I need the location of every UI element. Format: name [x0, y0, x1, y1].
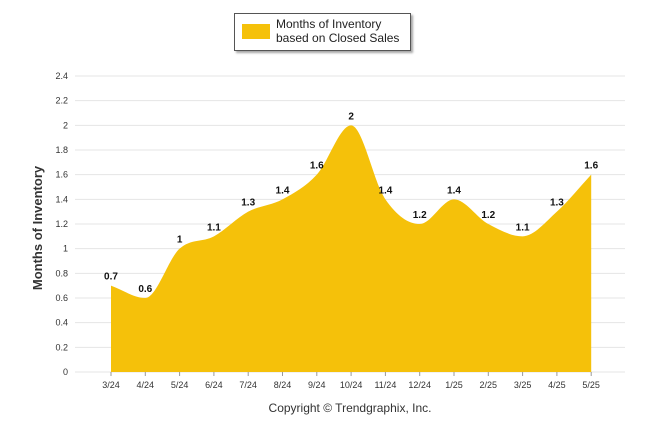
- series-area: [111, 125, 592, 372]
- data-point[interactable]: [485, 221, 491, 227]
- data-label: 1.4: [447, 185, 461, 196]
- data-label: 1.3: [241, 198, 255, 209]
- x-tick-label: 1/25: [445, 380, 463, 390]
- data-label: 1.6: [584, 161, 598, 172]
- y-tick-label: 0.4: [55, 318, 68, 328]
- y-tick-label: 1.2: [55, 219, 68, 229]
- y-tick-label: 1: [63, 244, 68, 254]
- x-tick-label: 11/24: [374, 380, 396, 390]
- x-tick-label: 5/24: [171, 380, 189, 390]
- data-point[interactable]: [314, 172, 320, 178]
- series-area-group: [111, 125, 592, 372]
- x-tick-label: 3/25: [514, 380, 532, 390]
- y-tick-label: 2: [63, 120, 68, 130]
- y-tick-label: 0: [63, 367, 68, 377]
- data-labels: 0.7 0.6 1 1.1 1.3 1.4 1.6 2 1.4 1.2 1.4 1.2 1.1 1.3 1.…: [104, 111, 599, 301]
- y-tick-label: 1.4: [55, 194, 68, 204]
- y-axis-label: Months of Inventory: [30, 165, 45, 290]
- x-tick-label: 5/25: [582, 380, 600, 390]
- data-point[interactable]: [348, 122, 354, 128]
- data-point[interactable]: [554, 209, 560, 215]
- data-point[interactable]: [245, 209, 251, 215]
- y-tick-label: 1.8: [55, 145, 68, 155]
- data-label: 2: [348, 111, 354, 122]
- y-tick-labels: 0 0.2 0.4 0.6 0.8 1 1.2 1.4 1.6 1.8 2 2.2 2.4: [55, 71, 68, 377]
- data-point[interactable]: [417, 221, 423, 227]
- y-tick-label: 2.4: [55, 71, 68, 81]
- legend-label: Months of Inventory based on Closed Sale…: [276, 17, 400, 45]
- data-label: 1.3: [550, 198, 564, 209]
- x-tick-label: 8/24: [274, 380, 292, 390]
- data-label: 1.6: [310, 161, 324, 172]
- x-tick-label: 9/24: [308, 380, 326, 390]
- x-tick-labels: 3/24 4/24 5/24 6/24 7/24 8/24 9/24 10/24 11/24 12…: [102, 372, 600, 390]
- data-point[interactable]: [280, 196, 286, 202]
- data-point[interactable]: [588, 172, 594, 178]
- data-point[interactable]: [177, 246, 183, 252]
- x-tick-label: 10/24: [340, 380, 363, 390]
- data-label: 1.4: [378, 185, 392, 196]
- x-tick-label: 4/24: [137, 380, 155, 390]
- legend[interactable]: Months of Inventory based on Closed Sale…: [234, 13, 411, 51]
- x-tick-label: 12/24: [408, 380, 431, 390]
- legend-swatch: [242, 24, 270, 39]
- y-tick-label: 0.8: [55, 268, 68, 278]
- data-point[interactable]: [211, 233, 217, 239]
- data-point[interactable]: [451, 196, 457, 202]
- x-tick-label: 6/24: [205, 380, 223, 390]
- y-tick-label: 0.6: [55, 293, 68, 303]
- data-point[interactable]: [108, 283, 114, 289]
- data-label: 0.6: [138, 284, 152, 295]
- y-tick-label: 0.2: [55, 342, 68, 352]
- data-label: 1: [177, 235, 183, 246]
- data-point[interactable]: [520, 233, 526, 239]
- copyright-text: Copyright © Trendgraphix, Inc.: [268, 401, 432, 415]
- data-label: 0.7: [104, 272, 118, 283]
- y-tick-label: 1.6: [55, 170, 68, 180]
- x-tick-label: 2/25: [480, 380, 498, 390]
- x-tick-label: 7/24: [239, 380, 257, 390]
- data-label: 1.1: [207, 222, 221, 233]
- data-label: 1.4: [276, 185, 290, 196]
- x-tick-label: 4/25: [548, 380, 566, 390]
- x-tick-label: 3/24: [102, 380, 120, 390]
- data-label: 1.1: [516, 222, 530, 233]
- data-label: 1.2: [481, 210, 495, 221]
- data-label: 1.2: [413, 210, 427, 221]
- y-tick-label: 2.2: [55, 96, 68, 106]
- data-point[interactable]: [382, 196, 388, 202]
- data-point[interactable]: [142, 295, 148, 301]
